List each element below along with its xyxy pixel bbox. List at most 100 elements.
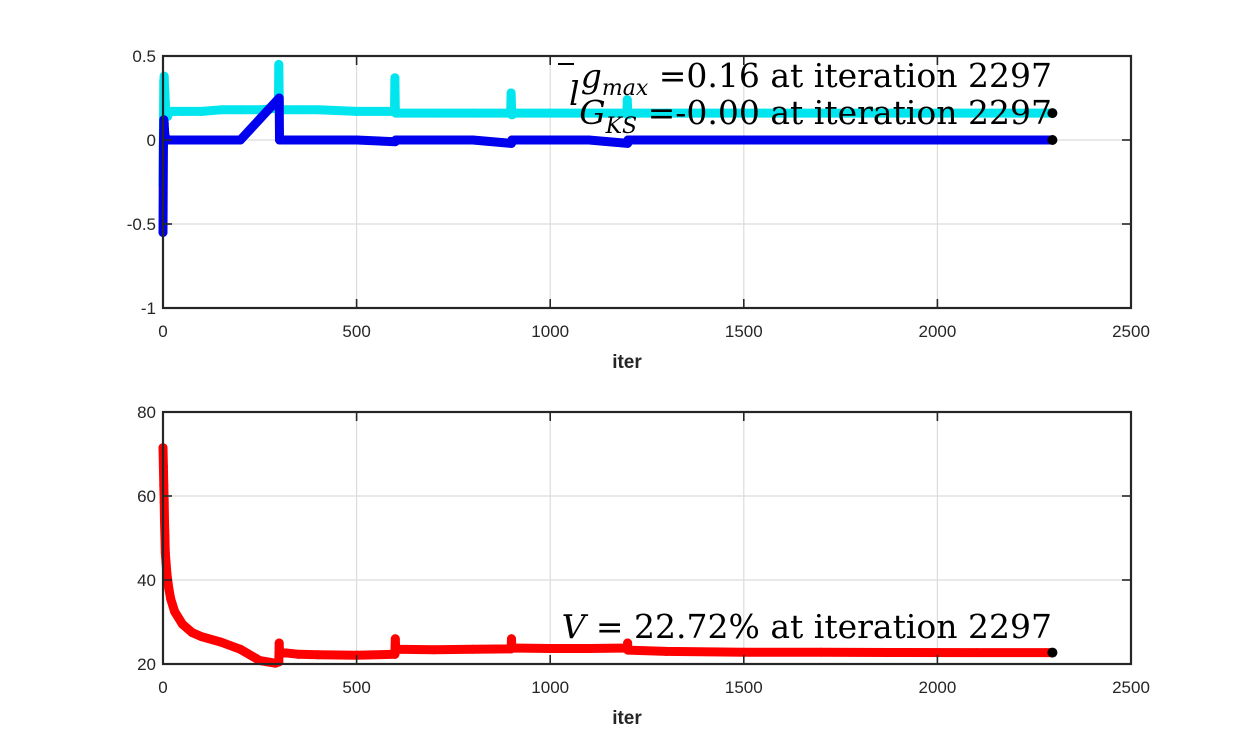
data-point (468, 644, 478, 654)
data-point (545, 108, 555, 118)
data-point (275, 647, 285, 657)
x-tick-label: 1500 (725, 678, 763, 697)
x-tick-label: 2500 (1112, 678, 1150, 697)
final-iteration-marker (1047, 647, 1058, 658)
data-point (313, 650, 323, 660)
data-point (166, 594, 176, 604)
data-point (391, 135, 401, 145)
x-tick-label: 1500 (725, 322, 763, 341)
data-point (352, 106, 362, 116)
series-1 (158, 443, 1057, 668)
data-point (468, 135, 478, 145)
data-point (971, 648, 981, 658)
data-point (162, 569, 172, 579)
gks-subscript: KS (605, 114, 638, 139)
data-point (275, 135, 285, 145)
final-iteration-marker (1047, 108, 1058, 119)
data-point (177, 135, 187, 145)
data-point (390, 73, 400, 83)
data-point (197, 106, 207, 116)
data-point (177, 619, 187, 629)
data-point (294, 649, 304, 659)
data-point (216, 637, 226, 647)
data-point (429, 645, 439, 655)
data-point (971, 108, 981, 118)
data-point (391, 644, 401, 654)
bottom-axes-frame (161, 410, 1133, 666)
data-point (506, 101, 516, 111)
data-point (390, 634, 400, 644)
x-tick-label: 0 (158, 322, 167, 341)
data-point (235, 135, 245, 145)
data-point (160, 531, 170, 541)
data-point (816, 135, 826, 145)
data-point (623, 135, 633, 145)
data-point (160, 88, 170, 98)
data-point (274, 638, 284, 648)
data-point (584, 643, 594, 653)
data-point (816, 647, 826, 657)
bottom-x-axis-label: iter (612, 708, 642, 729)
x-tick-label: 2000 (918, 322, 956, 341)
data-point (506, 634, 516, 644)
x-tick-label: 0 (158, 678, 167, 697)
data-point (507, 135, 517, 145)
data-point (894, 108, 904, 118)
data-point (468, 108, 478, 118)
data-point (391, 108, 401, 118)
bottom-volume-plot: 0 500 1000 1500 2000 2500 20 40 60 80 iter V = 22… (137, 403, 1150, 729)
top-axes-frame (161, 54, 1133, 310)
data-point (545, 643, 555, 653)
y-tick-label: 20 (137, 655, 156, 674)
data-point (294, 105, 304, 115)
data-point (661, 108, 671, 118)
y-tick-label: 0.5 (132, 47, 156, 66)
data-point (623, 645, 633, 655)
data-point (164, 583, 174, 593)
gks-annotation: GKS =-0.00 at iteration 2297 (579, 93, 1052, 139)
data-point (216, 105, 226, 115)
gks-symbol: G (579, 93, 605, 132)
data-point (429, 135, 439, 145)
x-tick-label: 2000 (918, 678, 956, 697)
data-point (160, 516, 170, 526)
data-point (274, 59, 284, 69)
x-tick-label: 1000 (531, 322, 569, 341)
x-tick-label: 1000 (531, 678, 569, 697)
gks-superscript: l (569, 74, 580, 113)
data-point (584, 108, 594, 118)
data-point (429, 108, 439, 118)
volume-annotation-text: = 22.72% at iteration 2297 (585, 607, 1052, 646)
gmax-annotation: gmax =0.16 at iteration 2297 (581, 56, 1052, 101)
data-point (313, 105, 323, 115)
gmax-annotation-text: =0.16 at iteration 2297 (648, 56, 1052, 95)
data-point (894, 135, 904, 145)
top-axis-ticks: 0 500 1000 1500 2000 2500 -1 -0.5 0 0.5 (127, 47, 1150, 341)
data-point (313, 135, 323, 145)
data-point (507, 108, 517, 118)
data-point (661, 135, 671, 145)
y-tick-label: -0.5 (127, 215, 156, 234)
y-tick-label: 60 (137, 487, 156, 506)
bottom-axis-ticks: 0 500 1000 1500 2000 2500 20 40 60 80 (137, 403, 1150, 697)
series-2 (158, 93, 1057, 237)
data-point (661, 646, 671, 656)
data-point (739, 647, 749, 657)
x-tick-label: 500 (342, 322, 370, 341)
data-point (622, 95, 632, 105)
data-point (170, 607, 180, 616)
data-point (159, 71, 169, 81)
data-point (507, 643, 517, 653)
data-point (623, 108, 633, 118)
data-point (255, 656, 265, 666)
data-point (235, 644, 245, 654)
data-point (739, 135, 749, 145)
top-x-axis-label: iter (612, 352, 642, 373)
data-point (816, 108, 826, 118)
bottom-data-points (158, 443, 1058, 668)
bottom-grid (163, 412, 1131, 664)
data-point (971, 135, 981, 145)
